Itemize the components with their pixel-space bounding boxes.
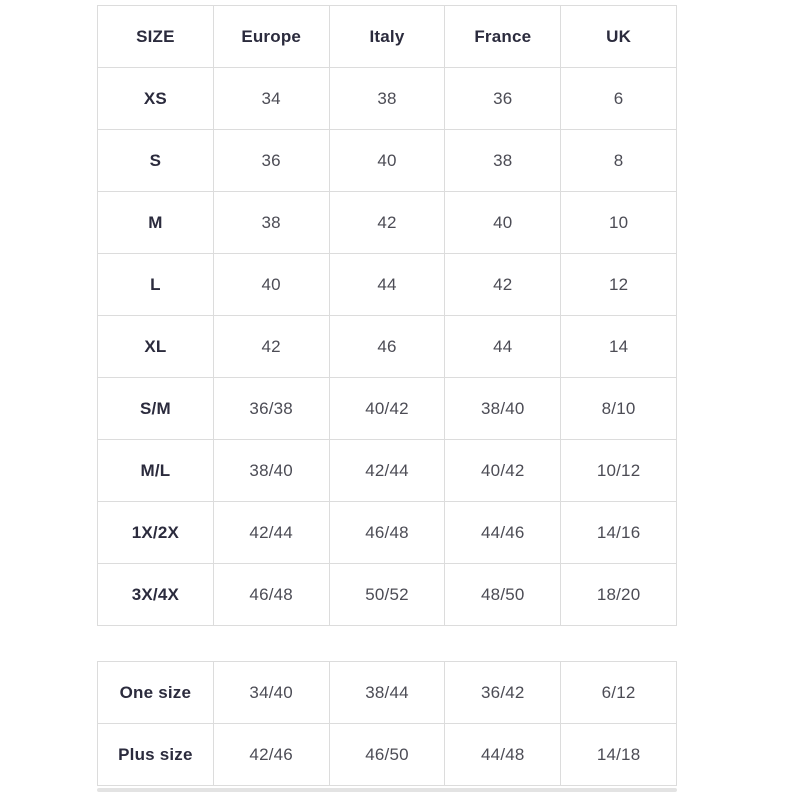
table-cell: 38/40 bbox=[212, 439, 330, 502]
table-cell: 46 bbox=[328, 315, 446, 378]
size-conversion-table: SIZE Europe Italy France UK XS 34 38 36 … bbox=[97, 5, 677, 626]
column-header-italy: Italy bbox=[328, 5, 446, 68]
row-label: XL bbox=[97, 315, 214, 378]
column-header-size: SIZE bbox=[97, 5, 214, 68]
table-cell: 40 bbox=[444, 191, 562, 254]
row-label: XS bbox=[97, 67, 214, 130]
table-row: M/L 38/40 42/44 40/42 10/12 bbox=[97, 439, 677, 502]
table-cell: 46/48 bbox=[328, 501, 446, 564]
table-cell: 10 bbox=[560, 191, 677, 254]
table-cell: 14 bbox=[560, 315, 677, 378]
row-label: M bbox=[97, 191, 214, 254]
table-cell: 10/12 bbox=[560, 439, 677, 502]
table-cell: 6 bbox=[560, 67, 677, 130]
table-cell: 36 bbox=[444, 67, 562, 130]
table-cell: 36/42 bbox=[444, 661, 562, 724]
row-label: M/L bbox=[97, 439, 214, 502]
row-label: L bbox=[97, 253, 214, 316]
table-cell: 18/20 bbox=[560, 563, 677, 626]
table-cell: 6/12 bbox=[560, 661, 677, 724]
table-cell: 42 bbox=[444, 253, 562, 316]
table-cell: 46/50 bbox=[328, 723, 446, 786]
table-cell: 12 bbox=[560, 253, 677, 316]
table-cell: 14/18 bbox=[560, 723, 677, 786]
table-cell: 36/38 bbox=[212, 377, 330, 440]
header-row: SIZE Europe Italy France UK bbox=[97, 5, 677, 68]
table-cell: 42/44 bbox=[328, 439, 446, 502]
row-label: 1X/2X bbox=[97, 501, 214, 564]
table-row: XS 34 38 36 6 bbox=[97, 67, 677, 130]
table-row: One size 34/40 38/44 36/42 6/12 bbox=[97, 661, 677, 724]
table-cell: 44/46 bbox=[444, 501, 562, 564]
column-header-france: France bbox=[444, 5, 562, 68]
horizontal-scrollbar[interactable] bbox=[97, 788, 677, 792]
table-cell: 40/42 bbox=[444, 439, 562, 502]
table-cell: 44/48 bbox=[444, 723, 562, 786]
table-cell: 42/46 bbox=[212, 723, 330, 786]
table-cell: 40 bbox=[328, 129, 446, 192]
special-table-wrap: One size 34/40 38/44 36/42 6/12 Plus siz… bbox=[97, 661, 677, 792]
row-label: One size bbox=[97, 661, 214, 724]
table-cell: 14/16 bbox=[560, 501, 677, 564]
table-row: Plus size 42/46 46/50 44/48 14/18 bbox=[97, 723, 677, 786]
table-cell: 42 bbox=[212, 315, 330, 378]
row-label: 3X/4X bbox=[97, 563, 214, 626]
table-cell: 44 bbox=[328, 253, 446, 316]
table-cell: 38 bbox=[328, 67, 446, 130]
table-cell: 38/44 bbox=[328, 661, 446, 724]
table-cell: 34 bbox=[212, 67, 330, 130]
table-cell: 38 bbox=[212, 191, 330, 254]
table-cell: 48/50 bbox=[444, 563, 562, 626]
special-size-table: One size 34/40 38/44 36/42 6/12 Plus siz… bbox=[97, 661, 677, 786]
row-label: Plus size bbox=[97, 723, 214, 786]
table-cell: 38 bbox=[444, 129, 562, 192]
table-row: M 38 42 40 10 bbox=[97, 191, 677, 254]
table-cell: 36 bbox=[212, 129, 330, 192]
table-cell: 40 bbox=[212, 253, 330, 316]
table-cell: 42 bbox=[328, 191, 446, 254]
table-row: 1X/2X 42/44 46/48 44/46 14/16 bbox=[97, 501, 677, 564]
row-label: S/M bbox=[97, 377, 214, 440]
row-label: S bbox=[97, 129, 214, 192]
table-cell: 46/48 bbox=[212, 563, 330, 626]
table-row: 3X/4X 46/48 50/52 48/50 18/20 bbox=[97, 563, 677, 626]
table-cell: 42/44 bbox=[212, 501, 330, 564]
table-cell: 50/52 bbox=[328, 563, 446, 626]
column-header-uk: UK bbox=[560, 5, 677, 68]
table-cell: 8 bbox=[560, 129, 677, 192]
table-row: XL 42 46 44 14 bbox=[97, 315, 677, 378]
table-row: S 36 40 38 8 bbox=[97, 129, 677, 192]
table-row: L 40 44 42 12 bbox=[97, 253, 677, 316]
table-cell: 40/42 bbox=[328, 377, 446, 440]
table-cell: 44 bbox=[444, 315, 562, 378]
main-table-wrap: SIZE Europe Italy France UK XS 34 38 36 … bbox=[97, 5, 677, 626]
table-cell: 8/10 bbox=[560, 377, 677, 440]
table-cell: 34/40 bbox=[212, 661, 330, 724]
column-header-europe: Europe bbox=[212, 5, 330, 68]
table-cell: 38/40 bbox=[444, 377, 562, 440]
table-row: S/M 36/38 40/42 38/40 8/10 bbox=[97, 377, 677, 440]
